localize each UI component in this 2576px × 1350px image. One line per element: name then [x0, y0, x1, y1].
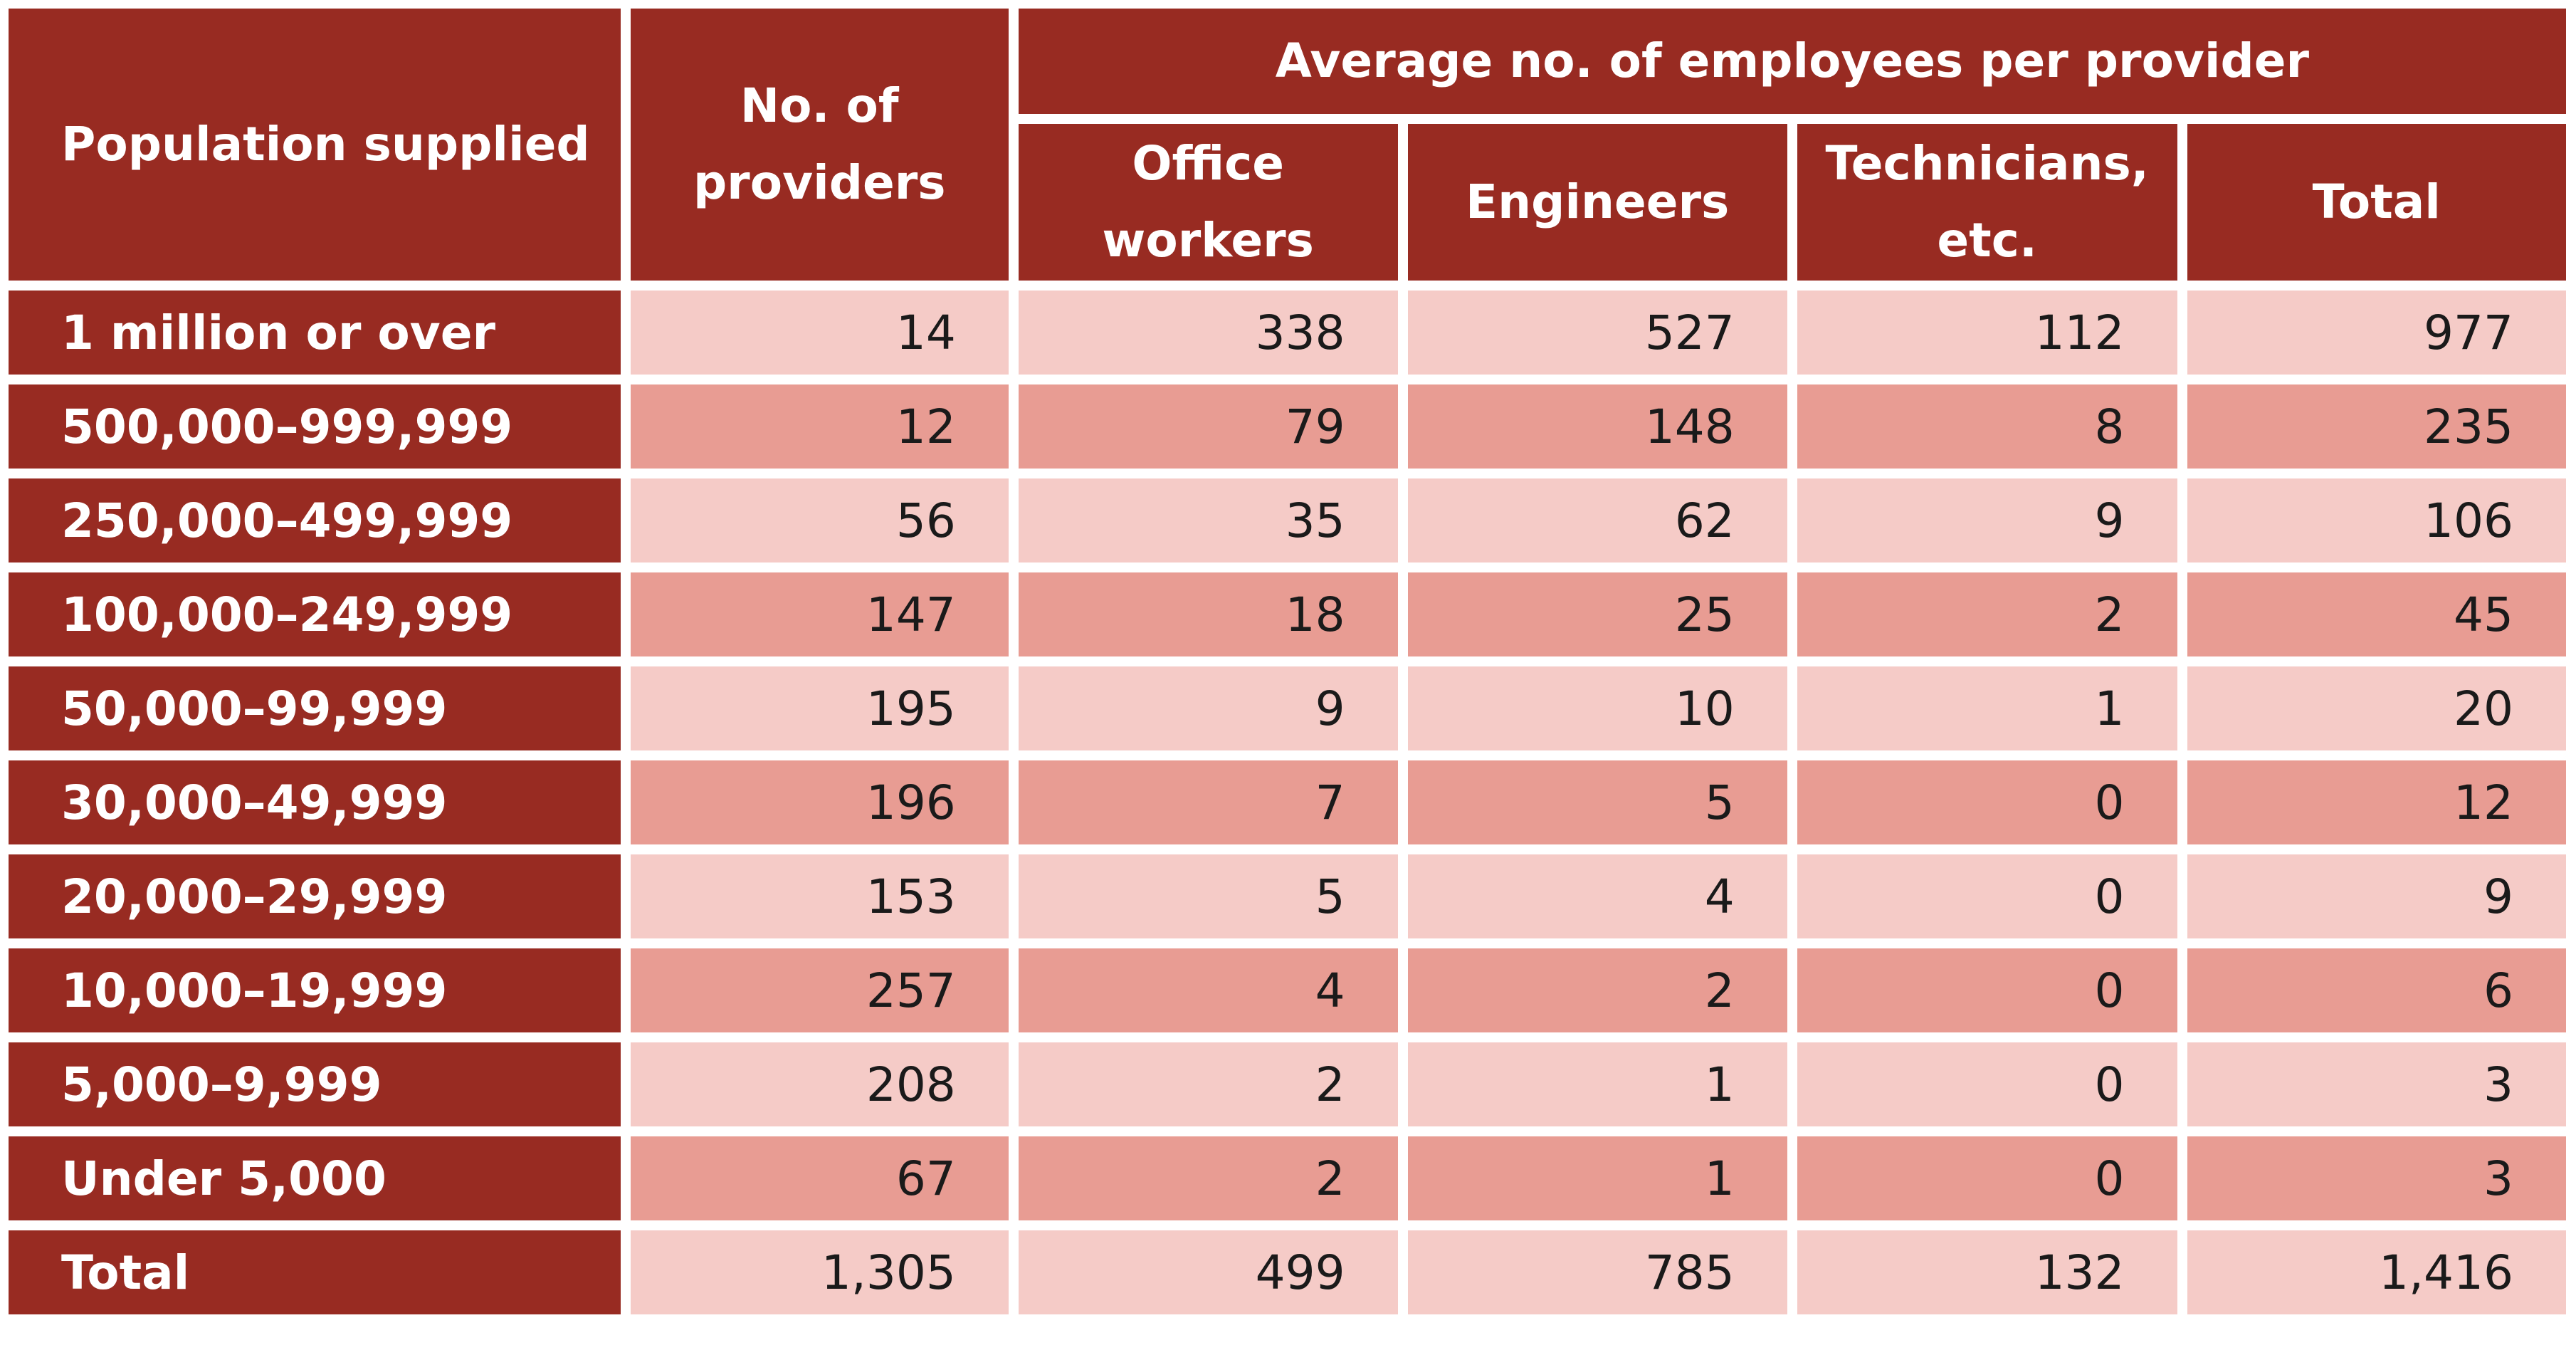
cell-office-workers: 5	[1018, 854, 1398, 938]
cell-providers: 67	[630, 1136, 1009, 1220]
row-label: Total	[9, 1230, 621, 1314]
cell-technicians: 112	[1797, 291, 2177, 375]
table-row: 100,000–249,999 147 18 25 2 45	[9, 572, 2566, 656]
cell-providers: 195	[630, 666, 1009, 750]
cell-office-workers: 7	[1018, 760, 1398, 844]
cell-total: 20	[2187, 666, 2566, 750]
cell-total: 106	[2187, 478, 2566, 562]
cell-providers: 196	[630, 760, 1009, 844]
table-row: 250,000–499,999 56 35 62 9 106	[9, 478, 2566, 562]
row-label: 100,000–249,999	[9, 572, 621, 656]
cell-engineers: 1	[1407, 1042, 1787, 1126]
cell-engineers: 62	[1407, 478, 1787, 562]
cell-total: 1,416	[2187, 1230, 2566, 1314]
cell-office-workers: 2	[1018, 1042, 1398, 1126]
row-label: 500,000–999,999	[9, 384, 621, 469]
cell-office-workers: 35	[1018, 478, 1398, 562]
table-row: 50,000–99,999 195 9 10 1 20	[9, 666, 2566, 750]
cell-office-workers: 2	[1018, 1136, 1398, 1220]
cell-providers: 257	[630, 948, 1009, 1032]
cell-providers: 14	[630, 291, 1009, 375]
row-label: 5,000–9,999	[9, 1042, 621, 1126]
table-row: 500,000–999,999 12 79 148 8 235	[9, 384, 2566, 469]
cell-engineers: 148	[1407, 384, 1787, 469]
cell-engineers: 10	[1407, 666, 1787, 750]
cell-office-workers: 9	[1018, 666, 1398, 750]
cell-engineers: 25	[1407, 572, 1787, 656]
table-row: 5,000–9,999 208 2 1 0 3	[9, 1042, 2566, 1126]
cell-providers: 153	[630, 854, 1009, 938]
cell-providers: 12	[630, 384, 1009, 469]
cell-office-workers: 18	[1018, 572, 1398, 656]
cell-office-workers: 499	[1018, 1230, 1398, 1314]
header-engineers: Engineers	[1407, 124, 1787, 281]
cell-technicians: 9	[1797, 478, 2177, 562]
cell-office-workers: 79	[1018, 384, 1398, 469]
cell-engineers: 785	[1407, 1230, 1787, 1314]
header-providers: No. of providers	[630, 9, 1009, 281]
row-label: 50,000–99,999	[9, 666, 621, 750]
row-label: 1 million or over	[9, 291, 621, 375]
cell-total: 977	[2187, 291, 2566, 375]
header-total: Total	[2187, 124, 2566, 281]
table-body: 1 million or over 14 338 527 112 977 500,000–9…	[9, 291, 2566, 1314]
cell-total: 6	[2187, 948, 2566, 1032]
cell-engineers: 4	[1407, 854, 1787, 938]
row-label: 250,000–499,999	[9, 478, 621, 562]
cell-engineers: 5	[1407, 760, 1787, 844]
table-row: 10,000–19,999 257 4 2 0 6	[9, 948, 2566, 1032]
cell-total: 45	[2187, 572, 2566, 656]
header-population: Population supplied	[9, 9, 621, 281]
cell-total: 235	[2187, 384, 2566, 469]
cell-engineers: 1	[1407, 1136, 1787, 1220]
cell-office-workers: 338	[1018, 291, 1398, 375]
row-label: 30,000–49,999	[9, 760, 621, 844]
cell-technicians: 1	[1797, 666, 2177, 750]
cell-total: 3	[2187, 1136, 2566, 1220]
cell-total: 3	[2187, 1042, 2566, 1126]
table-row: 30,000–49,999 196 7 5 0 12	[9, 760, 2566, 844]
cell-technicians: 0	[1797, 854, 2177, 938]
cell-technicians: 0	[1797, 1136, 2177, 1220]
table-row: 20,000–29,999 153 5 4 0 9	[9, 854, 2566, 938]
cell-technicians: 0	[1797, 760, 2177, 844]
cell-office-workers: 4	[1018, 948, 1398, 1032]
table-row: 1 million or over 14 338 527 112 977	[9, 291, 2566, 375]
header-row-group: Population supplied No. of providers Ave…	[9, 9, 2566, 281]
cell-total: 12	[2187, 760, 2566, 844]
header-technicians: Technicians, etc.	[1797, 124, 2177, 281]
cell-providers: 147	[630, 572, 1009, 656]
cell-providers: 208	[630, 1042, 1009, 1126]
table-row: Under 5,000 67 2 1 0 3	[9, 1136, 2566, 1220]
cell-total: 9	[2187, 854, 2566, 938]
cell-providers: 1,305	[630, 1230, 1009, 1314]
cell-technicians: 0	[1797, 948, 2177, 1032]
table-row: Total 1,305 499 785 132 1,416	[9, 1230, 2566, 1314]
row-label: 20,000–29,999	[9, 854, 621, 938]
header-average-employees: Average no. of employees per provider	[1018, 9, 2566, 114]
cell-engineers: 2	[1407, 948, 1787, 1032]
row-label: Under 5,000	[9, 1136, 621, 1220]
cell-technicians: 2	[1797, 572, 2177, 656]
header-row-sub: Office workers Engineers Technicians, et…	[9, 124, 2566, 281]
cell-engineers: 527	[1407, 291, 1787, 375]
cell-technicians: 8	[1797, 384, 2177, 469]
cell-technicians: 132	[1797, 1230, 2177, 1314]
row-label: 10,000–19,999	[9, 948, 621, 1032]
cell-providers: 56	[630, 478, 1009, 562]
header-office-workers: Office workers	[1018, 124, 1398, 281]
cell-technicians: 0	[1797, 1042, 2177, 1126]
